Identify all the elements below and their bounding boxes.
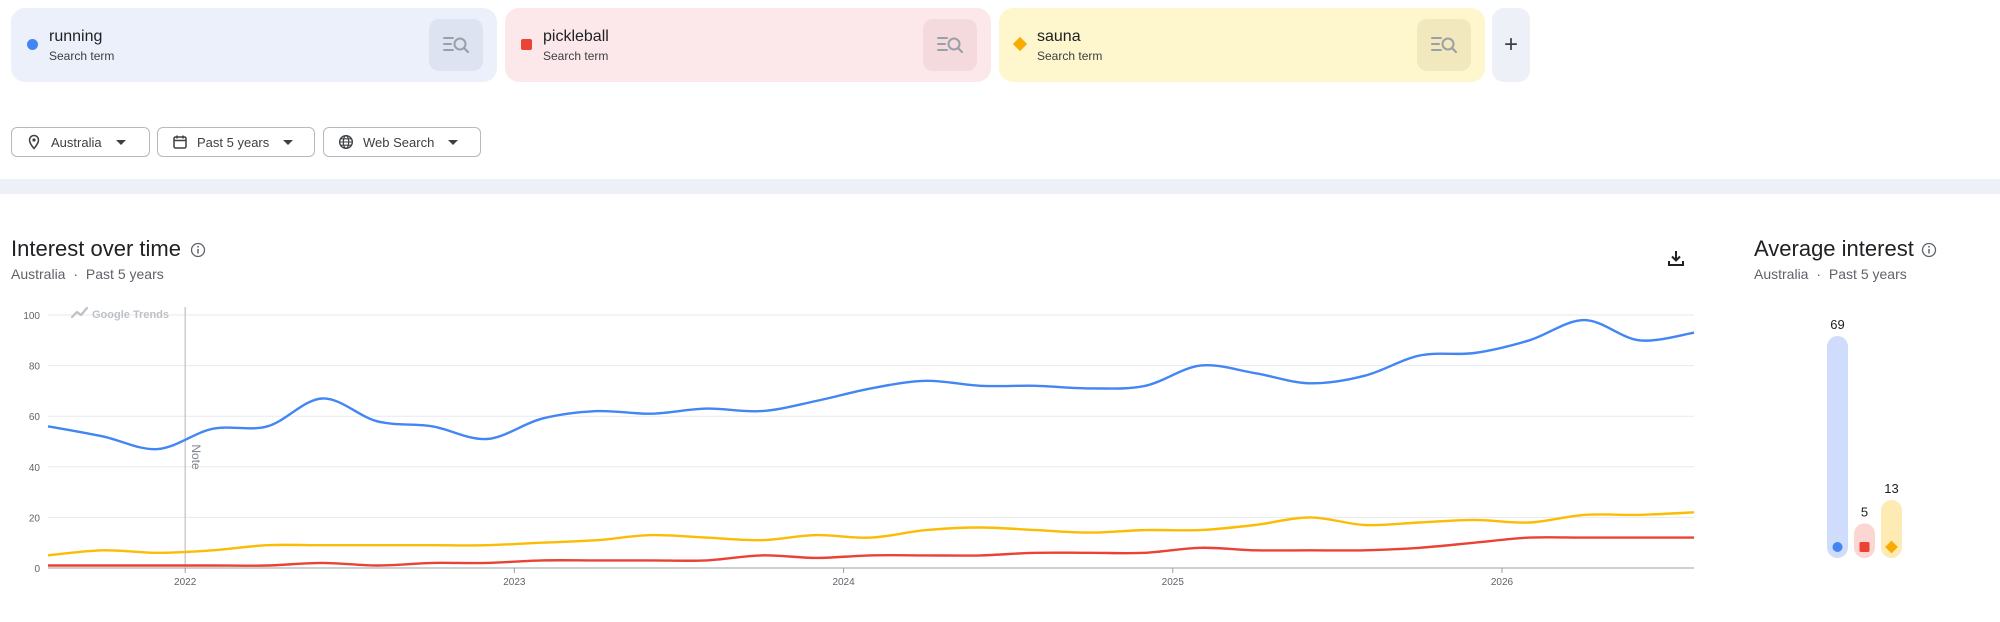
average-interest-subtitle: Australia · Past 5 years — [1754, 266, 1907, 282]
note-label[interactable]: Note — [189, 444, 203, 470]
term-name: sauna — [1037, 28, 1081, 45]
term-card-sauna[interactable]: sauna Search term — [999, 8, 1485, 82]
y-tick-label: 40 — [29, 463, 41, 474]
square-marker-icon — [1859, 542, 1870, 552]
term-type: Search term — [543, 49, 609, 63]
trends-logo-icon — [70, 306, 89, 319]
circle-marker-icon — [1832, 542, 1843, 552]
section-divider — [0, 179, 2000, 194]
caret-down-icon — [115, 139, 126, 145]
time-range-filter-label: Past 5 years — [197, 134, 270, 150]
info-icon[interactable] — [190, 242, 206, 258]
google-trends-watermark: Google Trends — [70, 306, 169, 321]
calendar-icon — [172, 134, 188, 150]
caret-down-icon — [448, 139, 459, 145]
search-property-filter-label: Web Search — [363, 134, 435, 150]
interest-over-time-subtitle: Australia · Past 5 years — [11, 266, 164, 282]
series-line-running[interactable] — [47, 318, 1695, 451]
subtitle-range: Past 5 years — [85, 266, 164, 282]
term-type: Search term — [49, 49, 115, 63]
average-interest-chart[interactable]: 69 5 13 — [1800, 300, 1920, 600]
average-interest-title: Average interest — [1754, 236, 1914, 261]
globe-icon — [338, 134, 354, 150]
watermark-text: Google Trends — [92, 309, 169, 321]
y-tick-label: 80 — [29, 362, 41, 373]
compare-search-button[interactable] — [1417, 19, 1471, 71]
x-tick-label: 2025 — [1162, 577, 1185, 588]
subtitle-separator: · — [73, 266, 79, 282]
x-tick-label: 2026 — [1491, 577, 1514, 588]
series-line-pickleball[interactable] — [48, 536, 1694, 567]
subtitle-location: Australia — [1754, 266, 1809, 282]
subtitle-separator: · — [1816, 266, 1822, 282]
term-name: running — [49, 28, 103, 45]
avg-bar-pickleball[interactable] — [1854, 523, 1875, 558]
diamond-marker-icon — [1012, 36, 1028, 52]
compare-search-button[interactable] — [429, 19, 483, 71]
interest-over-time-title: Interest over time — [11, 236, 181, 261]
info-icon[interactable] — [1921, 242, 1937, 258]
plus-icon: + — [1503, 31, 1518, 58]
avg-bar-running[interactable] — [1827, 336, 1848, 558]
x-tick-label: 2024 — [832, 577, 855, 588]
x-tick-label: 2023 — [503, 577, 526, 588]
subtitle-range: Past 5 years — [1828, 266, 1907, 282]
search-list-icon — [1431, 37, 1458, 54]
add-term-button[interactable]: + — [1492, 8, 1530, 82]
time-range-filter[interactable]: Past 5 years — [157, 127, 315, 157]
compare-search-button[interactable] — [923, 19, 977, 71]
location-pin-icon — [26, 134, 42, 150]
circle-marker-icon — [27, 39, 38, 50]
location-filter-label: Australia — [51, 134, 102, 150]
avg-value-label: 13 — [1884, 481, 1898, 496]
series-line-sauna[interactable] — [47, 511, 1695, 557]
interest-over-time-chart[interactable]: 0 20 40 60 80 100 2022 2023 2024 2025 2026 Note Go… — [0, 290, 1705, 600]
y-tick-label: 100 — [23, 311, 40, 322]
term-card-pickleball[interactable]: pickleball Search term — [505, 8, 991, 82]
subtitle-location: Australia — [11, 266, 66, 282]
avg-bar-sauna[interactable] — [1881, 499, 1902, 558]
search-list-icon — [937, 37, 964, 54]
location-filter[interactable]: Australia — [11, 127, 150, 157]
square-marker-icon — [521, 39, 532, 50]
avg-value-label: 69 — [1830, 317, 1844, 332]
search-list-icon — [443, 37, 470, 54]
search-property-filter[interactable]: Web Search — [323, 127, 481, 157]
download-icon[interactable] — [1664, 246, 1688, 270]
x-tick-label: 2022 — [174, 577, 197, 588]
y-tick-label: 0 — [34, 564, 40, 575]
y-tick-label: 60 — [29, 412, 41, 423]
y-tick-label: 20 — [29, 513, 41, 524]
term-card-running[interactable]: running Search term — [11, 8, 497, 82]
term-name: pickleball — [543, 28, 609, 45]
avg-value-label: 5 — [1861, 504, 1868, 519]
caret-down-icon — [283, 139, 294, 145]
term-type: Search term — [1037, 49, 1103, 63]
